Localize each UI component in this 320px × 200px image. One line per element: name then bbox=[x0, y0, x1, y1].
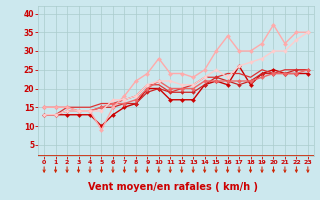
Text: Vent moyen/en rafales ( km/h ): Vent moyen/en rafales ( km/h ) bbox=[88, 182, 258, 192]
